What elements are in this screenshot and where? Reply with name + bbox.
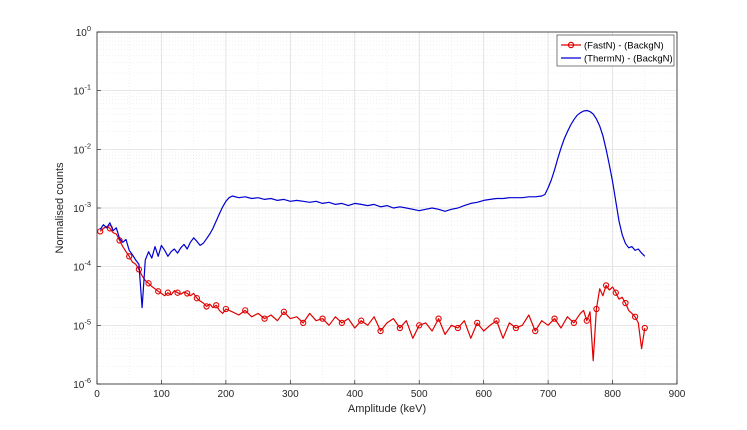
- series-marker-0: [435, 315, 442, 322]
- x-tick-label: 700: [540, 389, 557, 400]
- series-marker-0: [203, 303, 210, 310]
- series-marker-0: [174, 289, 181, 296]
- legend: (FastN) - (BackgN) (ThermN) - (BackgN): [556, 34, 675, 67]
- series-marker-0: [583, 317, 590, 324]
- series-marker-0: [280, 308, 288, 315]
- x-tick-label: 400: [346, 389, 363, 400]
- x-tick-label: 0: [94, 389, 100, 400]
- series-marker-0: [184, 290, 191, 297]
- y-axis-label: Normalised counts: [54, 162, 66, 254]
- x-tick-label: 300: [282, 389, 299, 400]
- series-line-0: [99, 226, 646, 362]
- series-marker-0: [570, 319, 578, 327]
- series-marker-0: [631, 313, 639, 320]
- x-axis-label: Amplitude (keV): [348, 403, 426, 415]
- series-marker-0: [532, 327, 539, 335]
- series-marker-0: [242, 307, 249, 314]
- y-tick-labels: 100 10-1 10-2 10-3 10-4 10-5 10-6: [73, 24, 101, 391]
- x-tick-labels: 0 100 200 300 400 500 600 700 800 900: [94, 380, 686, 400]
- legend-box: [556, 34, 675, 67]
- series-layer: [97, 109, 648, 362]
- series-marker-0: [319, 315, 326, 322]
- y-tick-label: 10-4: [73, 259, 91, 274]
- x-tick-label: 800: [604, 389, 621, 400]
- series-marker-0: [602, 282, 610, 289]
- series-marker-0: [396, 324, 404, 332]
- y-tick-label: 10-3: [73, 200, 91, 215]
- y-tick-label: 100: [76, 24, 91, 39]
- legend-marker-fastn: [567, 41, 575, 49]
- series-marker-0: [222, 305, 230, 313]
- series-marker-0: [358, 317, 365, 324]
- series-marker-0: [213, 302, 220, 309]
- legend-label-fastn: (FastN) - (BackgN): [584, 41, 664, 52]
- series-marker-0: [193, 295, 201, 302]
- series-marker-0: [512, 324, 520, 332]
- series-marker-0: [377, 327, 384, 335]
- series-marker-0: [338, 319, 346, 327]
- series-marker-0: [145, 280, 152, 287]
- series-marker-0: [622, 299, 629, 307]
- y-tick-label: 10-5: [73, 317, 91, 332]
- x-tick-label: 100: [153, 389, 170, 400]
- series-marker-0: [164, 289, 172, 296]
- x-tick-label: 500: [411, 389, 428, 400]
- x-tick-label: 200: [218, 389, 235, 400]
- series-marker-0: [126, 253, 133, 260]
- x-tick-label: 600: [475, 389, 492, 400]
- x-tick-label: 900: [669, 389, 686, 400]
- series-marker-0: [261, 315, 268, 322]
- y-tick-label: 10-2: [73, 141, 91, 156]
- y-tick-label: 10-1: [73, 83, 91, 98]
- series-marker-0: [551, 315, 558, 322]
- series-marker-0: [612, 289, 619, 296]
- legend-label-thermn: (ThermN) - (BackgN): [584, 54, 673, 65]
- y-tick-label: 10-6: [73, 376, 91, 391]
- series-marker-0: [493, 317, 500, 324]
- series-marker-0: [474, 319, 481, 327]
- series-marker-0: [155, 288, 162, 295]
- series-line-1: [99, 109, 646, 309]
- series-marker-0: [641, 324, 648, 332]
- minor-grid: [97, 32, 677, 384]
- series-marker-0: [300, 319, 307, 327]
- series-marker-0: [593, 305, 600, 313]
- series-marker-0: [416, 322, 423, 329]
- series-marker-0: [454, 324, 462, 332]
